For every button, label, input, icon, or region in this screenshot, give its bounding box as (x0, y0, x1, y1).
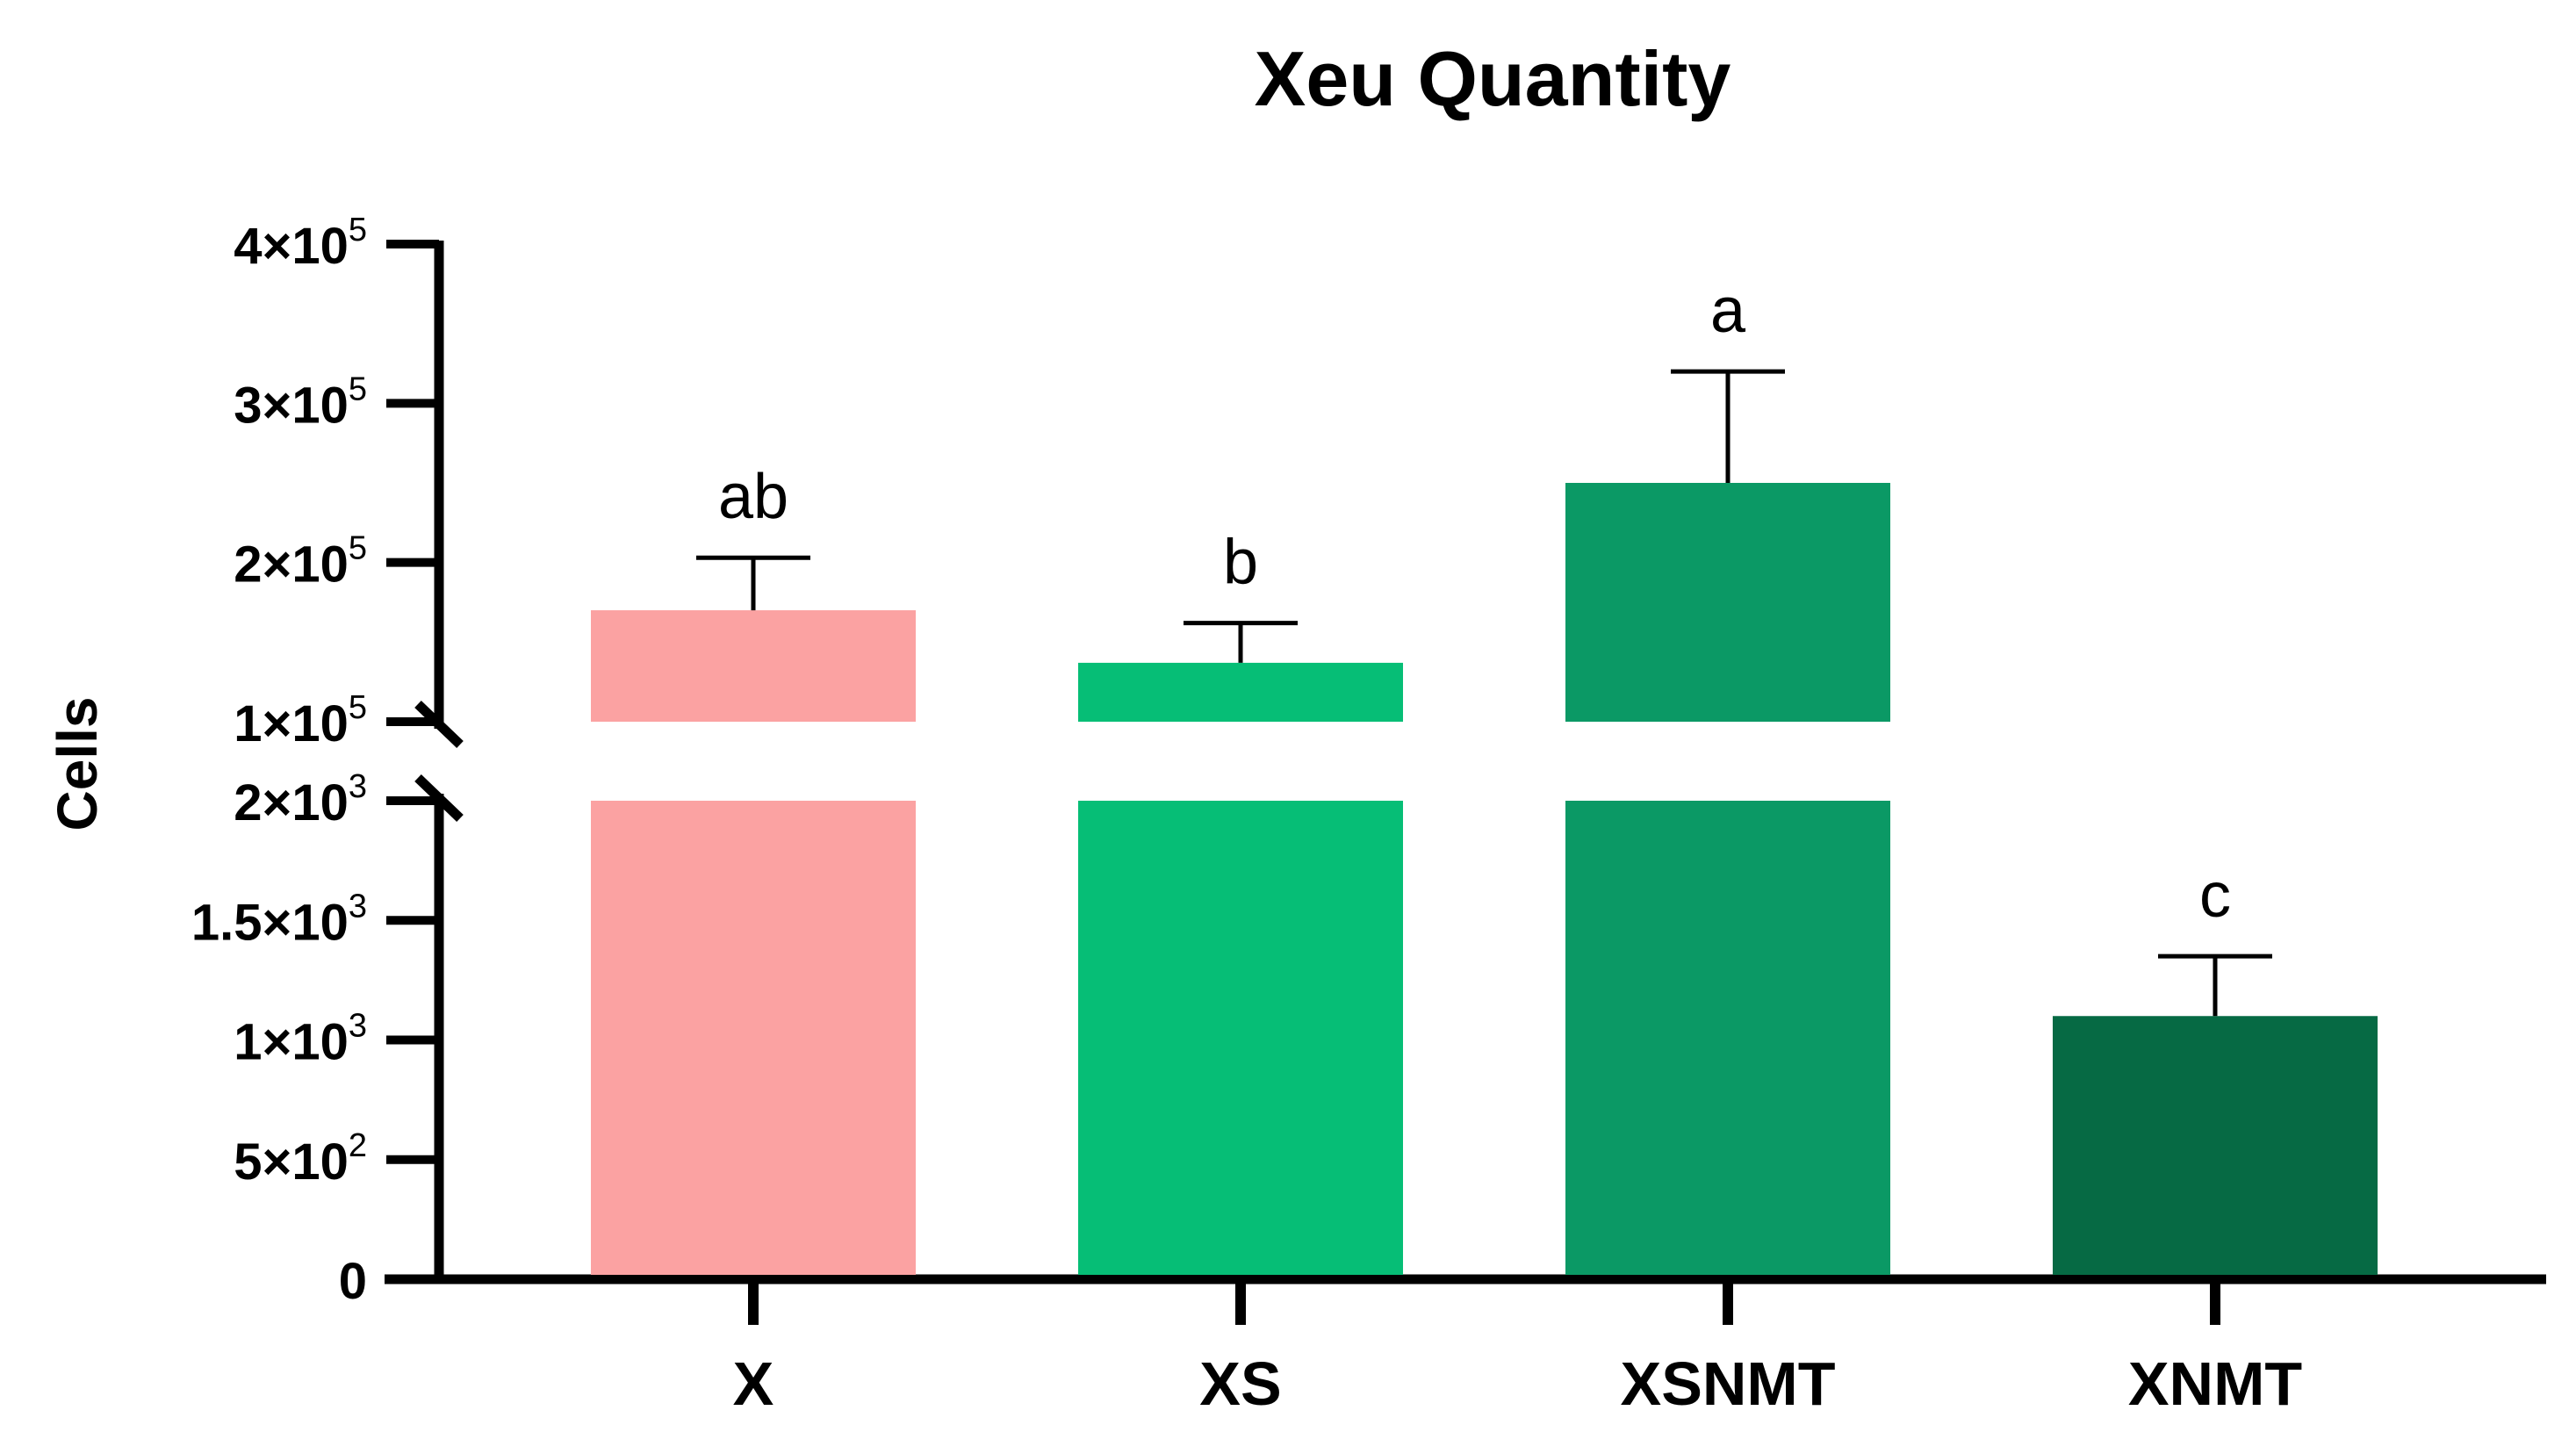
y-axis-label: Cells (46, 697, 109, 831)
y-tick-label: 0 (339, 1253, 367, 1310)
x-tick-label: XSNMT (1621, 1349, 1836, 1418)
y-tick-label: 2×105 (234, 530, 367, 594)
error-bars (696, 369, 2272, 1017)
x-tick-label: XNMT (2128, 1349, 2302, 1418)
y-tick-label: 4×105 (234, 212, 367, 275)
bar (591, 801, 916, 1275)
bar (1078, 662, 1403, 722)
labels: ab Xb XS a XSNMT c XNMT (718, 276, 2302, 1418)
bar (1078, 801, 1403, 1275)
y-tick-label: 3×105 (234, 371, 367, 434)
y-tick-label: 1×103 (234, 1008, 367, 1071)
bar (2053, 1016, 2378, 1275)
significance-letter: c (2199, 860, 2231, 931)
chart-title: Xeu Quantity (1255, 35, 1731, 122)
x-tick-label: X (733, 1349, 774, 1418)
y-tick-label: 5×102 (234, 1127, 367, 1191)
significance-letter: a (1710, 276, 1746, 346)
y-tick-label: 2×103 (234, 768, 367, 831)
x-tick-label: XS (1199, 1349, 1281, 1418)
bar (1565, 483, 1890, 722)
axes: 0 5×102 1×103 1.5×103 2×103 1×105 2×105 3×105 4×… (191, 212, 2546, 1325)
significance-letter: b (1223, 528, 1258, 598)
y-tick-label: 1×105 (234, 689, 367, 752)
significance-letter: ab (718, 462, 788, 532)
bar (1565, 801, 1890, 1275)
y-tick-label: 1.5×103 (191, 888, 367, 951)
bar (591, 610, 916, 722)
bars (591, 483, 2378, 1275)
